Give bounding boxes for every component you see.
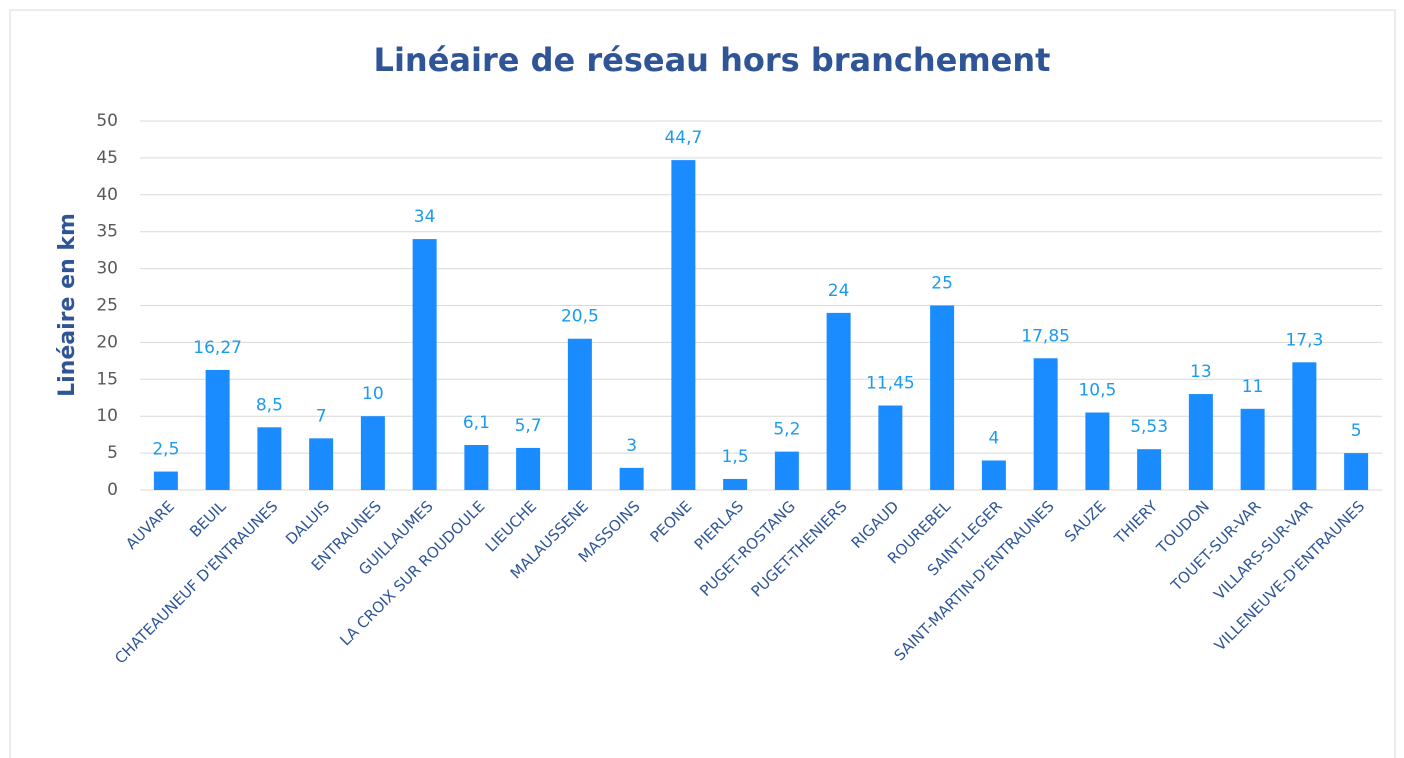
bar — [412, 239, 437, 490]
y-tick-label: 45 — [96, 148, 118, 168]
y-tick-label: 25 — [96, 296, 118, 316]
y-tick-label: 30 — [96, 259, 118, 279]
bar — [1137, 449, 1162, 490]
value-label: 10,5 — [1078, 381, 1116, 401]
bar — [516, 447, 541, 490]
value-label: 2,5 — [152, 440, 179, 460]
chart-title: Linéaire de réseau hors branchement — [374, 41, 1051, 79]
y-tick-label: 10 — [96, 406, 118, 426]
value-label: 34 — [414, 207, 436, 227]
chart-frame — [9, 9, 1396, 758]
bar — [826, 312, 851, 490]
bar — [1240, 408, 1265, 490]
bar — [981, 460, 1006, 490]
bar — [309, 438, 334, 490]
bar — [360, 416, 385, 490]
bar — [1292, 362, 1317, 490]
value-label: 11,45 — [866, 373, 915, 393]
value-label: 5,2 — [773, 420, 800, 440]
value-label: 7 — [316, 406, 327, 426]
bar — [257, 427, 282, 490]
y-tick-label: 40 — [96, 185, 118, 205]
bar — [930, 305, 955, 490]
value-label: 1,5 — [722, 447, 749, 467]
bar — [567, 338, 592, 490]
y-axis-label: Linéaire en km — [55, 213, 80, 397]
bar — [1033, 358, 1058, 490]
y-tick-label: 15 — [96, 369, 118, 389]
value-label: 25 — [931, 274, 953, 294]
value-label: 3 — [626, 436, 637, 456]
bar — [878, 405, 903, 490]
bar — [619, 467, 644, 490]
bar — [205, 369, 230, 490]
y-tick-label: 50 — [96, 111, 118, 131]
bar — [1344, 453, 1369, 490]
value-label: 13 — [1190, 362, 1212, 382]
value-label: 17,85 — [1021, 326, 1070, 346]
value-label: 20,5 — [561, 307, 599, 327]
value-label: 11 — [1242, 377, 1264, 397]
value-label: 8,5 — [256, 395, 283, 415]
value-label: 6,1 — [463, 413, 490, 433]
value-label: 17,3 — [1285, 330, 1323, 350]
value-label: 24 — [828, 281, 850, 301]
bar — [723, 478, 748, 490]
value-label: 5,7 — [515, 416, 542, 436]
y-tick-label: 20 — [96, 332, 118, 352]
bar — [774, 451, 799, 490]
y-tick-label: 5 — [107, 443, 118, 463]
bar — [1188, 394, 1213, 490]
value-label: 10 — [362, 384, 384, 404]
value-label: 5,53 — [1130, 417, 1168, 437]
value-label: 16,27 — [193, 338, 242, 358]
value-label: 5 — [1351, 421, 1362, 441]
bar — [464, 444, 489, 490]
value-label: 4 — [988, 428, 999, 448]
y-tick-label: 35 — [96, 222, 118, 242]
value-label: 44,7 — [664, 128, 702, 148]
bar — [1085, 412, 1110, 490]
y-tick-label: 0 — [107, 480, 118, 500]
bar — [671, 160, 696, 490]
bar — [153, 471, 178, 490]
